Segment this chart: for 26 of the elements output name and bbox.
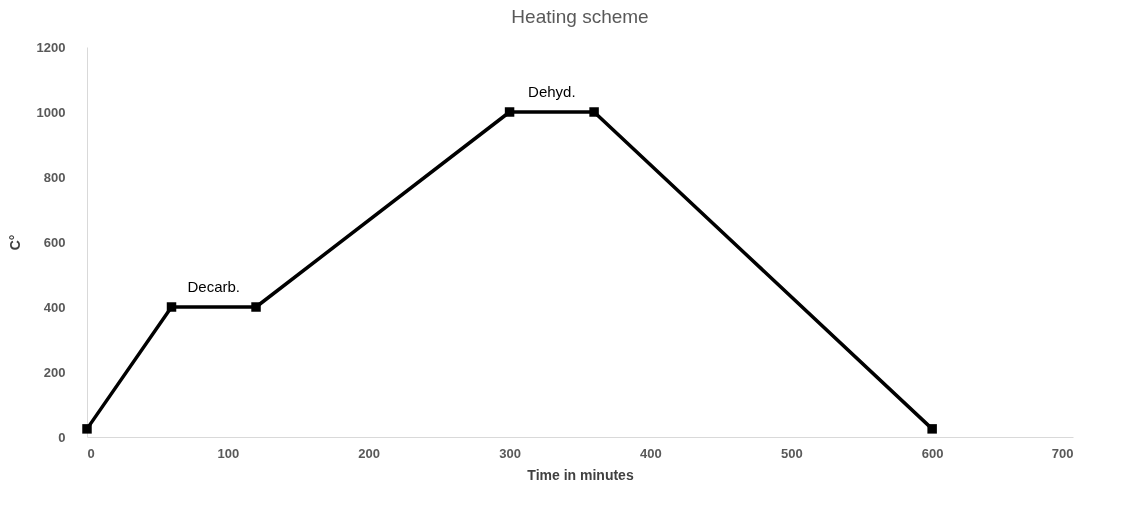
y-tick-label: 1200	[36, 39, 66, 55]
y-tick-label: 1000	[36, 104, 66, 120]
y-tick-label: 200	[43, 364, 66, 380]
x-tick-label: 100	[217, 445, 240, 461]
x-tick-label: 500	[780, 445, 803, 461]
annotation: Decarb.	[187, 278, 241, 295]
x-tick-label: 300	[499, 445, 521, 461]
x-tick-label: 600	[921, 445, 944, 461]
point	[927, 424, 937, 434]
chart-title: Heating scheme	[511, 6, 649, 27]
point	[166, 302, 177, 312]
y-tick-label: 400	[43, 299, 66, 315]
x-tick-label: 700	[1051, 445, 1074, 461]
y-tick-label: 0	[58, 429, 66, 445]
point	[82, 424, 92, 434]
y-tick-label: 800	[43, 169, 66, 185]
point	[251, 302, 261, 312]
x-tick-label: 0	[87, 445, 95, 461]
point	[504, 107, 515, 117]
y-axis-title: C°	[6, 234, 23, 251]
annotation: Dehyd.	[528, 83, 576, 100]
y-tick-label: 600	[43, 234, 66, 250]
point	[589, 107, 599, 117]
x-axis-title: Time in minutes	[527, 466, 634, 483]
x-tick-label: 200	[358, 445, 381, 461]
x-tick-label: 400	[640, 445, 662, 461]
